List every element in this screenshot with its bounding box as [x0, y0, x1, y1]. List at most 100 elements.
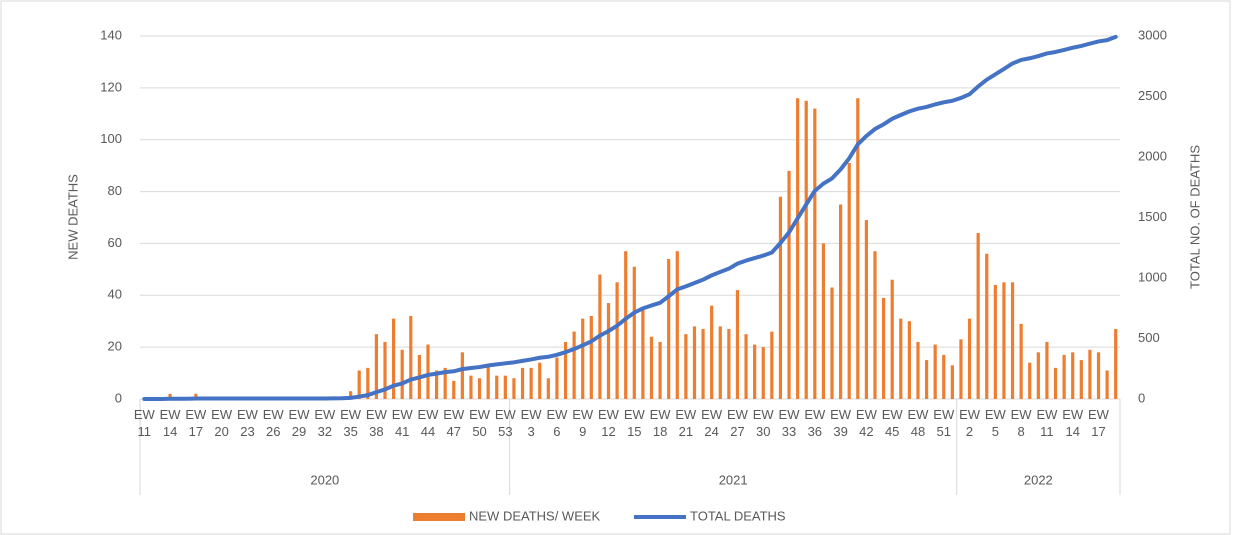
- legend-swatch: [413, 513, 465, 521]
- bar: [1002, 282, 1006, 399]
- bar: [374, 334, 379, 399]
- y2-tick-label: 0: [1138, 390, 1145, 405]
- x-tick-label: EW 5: [984, 407, 1006, 439]
- bar: [718, 326, 722, 399]
- y-tick-label: 20: [108, 339, 122, 354]
- bar: [495, 375, 499, 399]
- y2-tick-label: 1500: [1138, 209, 1167, 224]
- bar: [753, 344, 757, 399]
- bar: [391, 318, 396, 399]
- x-tick-label: EW 36: [804, 407, 826, 439]
- bar: [649, 336, 654, 399]
- bar: [520, 367, 525, 399]
- x-tick-label: EW 48: [907, 407, 929, 439]
- bar: [529, 367, 533, 399]
- bar: [864, 220, 869, 399]
- bar: [778, 196, 783, 399]
- bar: [434, 370, 439, 399]
- bar: [710, 305, 714, 399]
- bar: [1036, 352, 1040, 399]
- bar: [581, 318, 585, 399]
- y-tick-label: 140: [100, 27, 122, 42]
- bar: [563, 341, 568, 399]
- bar: [194, 393, 198, 399]
- bar: [796, 98, 800, 399]
- bar: [684, 334, 688, 399]
- bar: [839, 204, 843, 399]
- bar: [349, 391, 353, 399]
- bar: [899, 318, 903, 399]
- bar: [1105, 370, 1109, 399]
- bar: [606, 303, 611, 399]
- bar: [1053, 367, 1058, 399]
- x-tick-label: EW 11: [133, 407, 155, 439]
- bar: [400, 349, 404, 399]
- x-tick-label: EW 50: [469, 407, 491, 439]
- bar: [916, 341, 920, 399]
- x-tick-label: EW 18: [649, 407, 671, 439]
- x-tick-label: EW 6: [546, 407, 568, 439]
- bar: [426, 344, 430, 399]
- bar: [813, 108, 817, 399]
- bar: [967, 318, 972, 399]
- bar: [856, 98, 860, 399]
- bar: [830, 287, 834, 399]
- bar: [976, 233, 980, 399]
- x-tick-label: EW 33: [778, 407, 800, 439]
- x-tick-label: EW 3: [520, 407, 542, 439]
- y-tick-label: 80: [108, 183, 122, 198]
- x-tick-label: EW 24: [701, 407, 723, 439]
- group-label: 2021: [719, 472, 748, 487]
- bar: [366, 367, 370, 399]
- bar: [503, 375, 507, 399]
- x-tick-label: EW 11: [1036, 407, 1058, 439]
- bar: [667, 258, 671, 399]
- y2-tick-label: 500: [1138, 330, 1160, 345]
- x-tick-label: EW 47: [443, 407, 465, 439]
- bar: [1028, 362, 1032, 399]
- bar: [959, 339, 963, 399]
- x-tick-label: EW 27: [726, 407, 748, 439]
- legend-label: TOTAL DEATHS: [690, 508, 786, 523]
- x-tick-label: EW 29: [288, 407, 310, 439]
- bar: [460, 352, 464, 399]
- legend-label: NEW DEATHS/ WEEK: [469, 508, 601, 523]
- line: [142, 34, 1118, 401]
- x-tick-label: EW 39: [830, 407, 852, 439]
- bar: [770, 331, 774, 399]
- y-tick-label: 120: [100, 79, 122, 94]
- bar: [787, 170, 791, 399]
- x-tick-label: EW 17: [185, 407, 207, 439]
- x-tick-label: EW 8: [1010, 407, 1032, 439]
- x-tick-label: EW 38: [365, 407, 387, 439]
- x-tick-label: EW 9: [572, 407, 594, 439]
- group-label: 2022: [1024, 472, 1053, 487]
- bar: [804, 100, 808, 400]
- bar: [469, 375, 473, 399]
- bar: [1096, 352, 1101, 399]
- bar: [572, 331, 576, 399]
- bar: [907, 321, 911, 399]
- bar: [1079, 360, 1083, 399]
- bar: [512, 378, 516, 399]
- x-tick-label: EW 26: [262, 407, 284, 439]
- bar: [933, 344, 937, 399]
- x-tick-label: EW 51: [933, 407, 955, 439]
- bar: [658, 341, 662, 399]
- bar: [589, 316, 593, 399]
- y2-tick-label: 1000: [1138, 269, 1167, 284]
- bar: [555, 357, 559, 399]
- bar: [881, 297, 886, 399]
- x-tick-label: EW 15: [623, 407, 645, 439]
- bar: [624, 251, 628, 399]
- x-tick-label: EW 17: [1088, 407, 1109, 439]
- bar: [744, 334, 748, 399]
- bar: [1062, 354, 1066, 399]
- bar: [1088, 349, 1092, 399]
- group-label: 2020: [310, 472, 339, 487]
- bar: [692, 326, 697, 399]
- y-tick-label: 60: [108, 235, 122, 250]
- y-tick-label: 40: [108, 287, 122, 302]
